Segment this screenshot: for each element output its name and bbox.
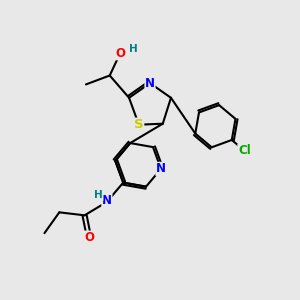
Text: N: N: [102, 194, 112, 207]
Text: N: N: [145, 76, 155, 90]
Text: O: O: [84, 231, 94, 244]
Text: O: O: [115, 47, 125, 60]
Text: H: H: [94, 190, 103, 200]
Text: N: N: [156, 162, 166, 176]
Text: Cl: Cl: [238, 144, 251, 157]
Text: H: H: [129, 44, 138, 54]
Text: S: S: [134, 118, 144, 131]
